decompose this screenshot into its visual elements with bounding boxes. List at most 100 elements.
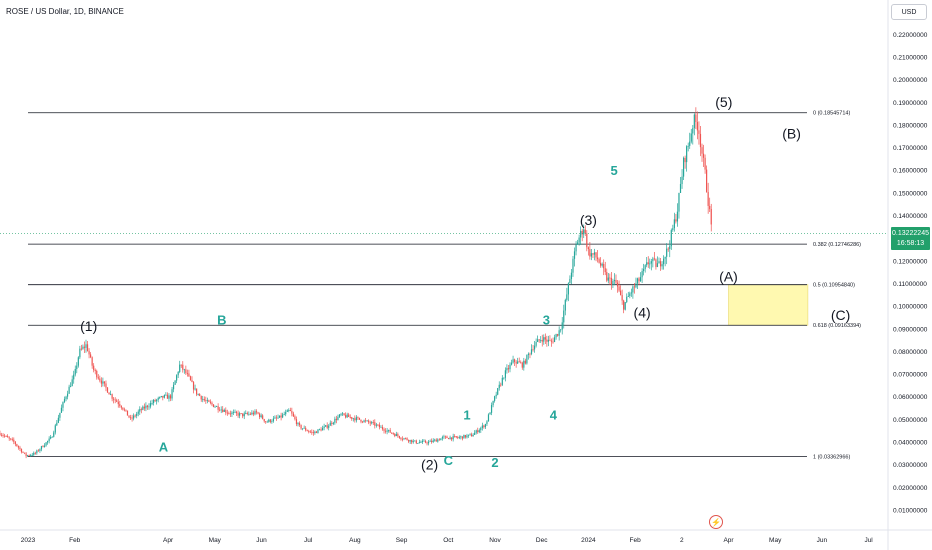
candle-body xyxy=(395,434,397,437)
candle-body xyxy=(710,209,712,225)
candle-body xyxy=(504,370,506,378)
candle-body xyxy=(477,430,479,433)
x-tick-label: Apr xyxy=(163,537,174,544)
candle-body xyxy=(265,421,267,423)
candle-body xyxy=(258,413,261,418)
candle-body xyxy=(650,261,652,264)
candle-body xyxy=(232,412,235,413)
candle-body xyxy=(149,403,152,407)
candle-body xyxy=(156,399,158,402)
candle-body xyxy=(285,411,287,415)
candle-body xyxy=(406,438,408,441)
candle-body xyxy=(66,393,69,397)
wave-label-minor: C xyxy=(444,453,454,468)
x-tick-label: Sep xyxy=(396,537,408,544)
candle-body xyxy=(214,406,216,408)
candle-body xyxy=(652,258,654,262)
candle-body xyxy=(587,247,589,250)
candle-body xyxy=(364,420,367,422)
wave-label-major: (2) xyxy=(421,456,438,472)
candle-body xyxy=(372,422,374,423)
candle-body xyxy=(117,401,119,405)
candle-body xyxy=(411,439,413,443)
candle-body xyxy=(289,410,291,412)
candle-body xyxy=(53,432,55,437)
candle-body xyxy=(209,401,212,403)
candle-body xyxy=(152,400,155,404)
candle-body xyxy=(592,253,594,255)
currency-button[interactable]: USD xyxy=(891,4,927,20)
candle-body xyxy=(626,296,628,303)
candle-body xyxy=(332,422,334,424)
candle-body xyxy=(475,430,477,433)
candle-body xyxy=(335,418,338,421)
candle-body xyxy=(160,395,162,397)
y-tick-label: 0.17000000 xyxy=(893,145,928,152)
candle-body xyxy=(268,419,270,422)
y-tick-label: 0.06000000 xyxy=(893,394,928,401)
candle-body xyxy=(478,430,480,433)
candle-body xyxy=(312,432,314,434)
candle-body xyxy=(126,410,129,416)
x-tick-label: Nov xyxy=(489,537,501,544)
candle-body xyxy=(435,439,437,442)
candle-body xyxy=(165,394,167,396)
candle-body xyxy=(274,417,276,419)
candle-body xyxy=(194,388,196,390)
candle-body xyxy=(392,433,394,435)
candle-body xyxy=(412,440,414,443)
candle-body xyxy=(106,387,109,393)
candle-body xyxy=(119,404,121,406)
candle-body xyxy=(378,424,381,428)
candle-body xyxy=(63,399,66,403)
current-price-badge: 0.13222245 16:58:13 xyxy=(891,227,930,250)
candle-body xyxy=(621,295,623,301)
fib-label: 0.382 (0.12746286) xyxy=(813,242,861,248)
y-tick-label: 0.16000000 xyxy=(893,168,928,175)
y-tick-label: 0.04000000 xyxy=(893,440,928,447)
candle-body xyxy=(111,394,113,399)
candle-body xyxy=(65,396,67,400)
candle-body xyxy=(205,400,207,402)
y-tick-label: 0.03000000 xyxy=(893,462,928,469)
candle-body xyxy=(593,252,596,255)
lightning-icon[interactable]: ⚡ xyxy=(709,515,723,529)
wave-label-minor: A xyxy=(159,439,169,454)
candle-body xyxy=(242,413,244,417)
candle-body xyxy=(334,418,336,423)
candle-body xyxy=(309,431,311,433)
candle-body xyxy=(424,440,427,443)
candle-body xyxy=(639,277,642,282)
candle-body xyxy=(368,420,370,423)
candle-body xyxy=(460,436,462,438)
y-tick-label: 0.22000000 xyxy=(893,32,928,39)
candle-body xyxy=(77,357,79,366)
candle-body xyxy=(706,169,708,192)
candle-body xyxy=(498,384,500,389)
candle-body xyxy=(500,384,502,386)
bar-countdown: 16:58:13 xyxy=(896,240,925,247)
candle-body xyxy=(678,192,680,212)
candle-body xyxy=(225,409,227,413)
candle-body xyxy=(30,455,32,456)
candle-body xyxy=(188,373,190,377)
candle-body xyxy=(537,339,539,343)
candle-body xyxy=(417,443,419,444)
candle-body xyxy=(438,439,440,441)
candle-body xyxy=(180,364,182,366)
candles-layer xyxy=(0,107,712,459)
candle-body xyxy=(305,427,307,431)
candle-body xyxy=(298,423,301,426)
candle-body xyxy=(163,395,165,398)
candle-body xyxy=(0,433,1,435)
candle-body xyxy=(143,406,145,409)
candle-body xyxy=(354,418,356,421)
candle-body xyxy=(68,386,70,394)
candle-body xyxy=(569,278,571,284)
candle-body xyxy=(682,157,685,177)
candle-body xyxy=(483,425,485,428)
x-tick-label: Feb xyxy=(69,537,81,544)
y-tick-label: 0.01000000 xyxy=(893,507,928,514)
candle-body xyxy=(467,434,470,436)
